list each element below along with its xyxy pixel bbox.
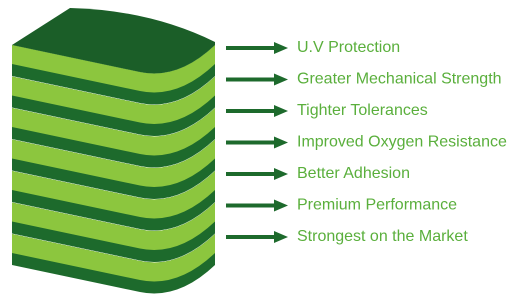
arrow-head: [274, 105, 288, 117]
layer-diagram: U.V Protection Greater Mechanical Strengt…: [0, 0, 525, 305]
arrow-head: [274, 231, 288, 243]
arrow-head: [274, 74, 288, 86]
arrow-head: [274, 168, 288, 180]
arrow-head: [274, 137, 288, 149]
feature-label: Improved Oxygen Resistance: [297, 134, 507, 151]
feature-label: Better Adhesion: [297, 165, 410, 182]
feature-label: Strongest on the Market: [297, 228, 468, 245]
arrow-head: [274, 200, 288, 212]
feature-label: Greater Mechanical Strength: [297, 71, 502, 88]
feature-list: U.V Protection Greater Mechanical Strengt…: [226, 39, 507, 245]
arrow-head: [274, 42, 288, 54]
feature-label: U.V Protection: [297, 39, 400, 56]
feature-label: Tighter Tolerances: [297, 102, 428, 119]
layer-stack: [12, 8, 215, 293]
feature-label: Premium Performance: [297, 197, 457, 214]
